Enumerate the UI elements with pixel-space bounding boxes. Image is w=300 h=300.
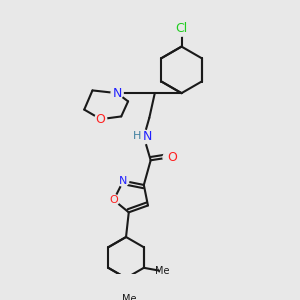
Circle shape (111, 87, 123, 99)
Circle shape (176, 24, 188, 36)
Text: Me: Me (122, 294, 136, 300)
Text: O: O (167, 151, 177, 164)
Circle shape (118, 175, 129, 186)
Circle shape (137, 130, 151, 144)
Text: Me: Me (155, 266, 170, 276)
Text: N: N (119, 176, 128, 186)
Text: O: O (96, 113, 106, 126)
Text: N: N (112, 87, 122, 100)
Text: N: N (142, 130, 152, 143)
Text: O: O (109, 195, 118, 205)
Circle shape (95, 113, 107, 125)
Text: Cl: Cl (176, 22, 188, 35)
Circle shape (108, 194, 119, 206)
Text: H: H (133, 130, 141, 141)
Circle shape (163, 152, 174, 163)
